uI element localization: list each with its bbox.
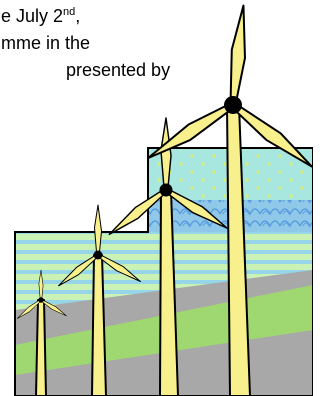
superscript: nd (63, 6, 75, 18)
text-line: e July 2nd, (1, 6, 80, 26)
text-part: e July 2 (1, 6, 63, 26)
text-line: mme in the (1, 33, 90, 53)
screenshot: e July 2nd, mme in the presented by (0, 0, 313, 396)
page: {"text_lines": [ {"text": "e July 2", "s… (0, 0, 313, 396)
text-part: , (75, 6, 80, 26)
text-line: presented by (66, 60, 170, 80)
